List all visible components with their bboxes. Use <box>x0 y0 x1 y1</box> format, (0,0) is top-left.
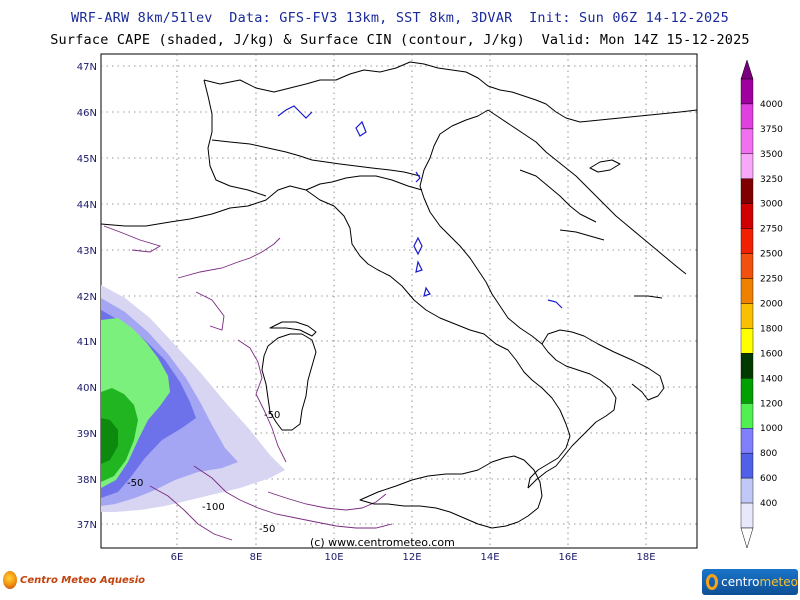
legend-level-label: 1400 <box>760 374 783 384</box>
legend-swatch <box>740 78 754 105</box>
svg-text:37N: 37N <box>77 520 97 531</box>
legend-swatch <box>740 403 754 429</box>
legend-swatch <box>740 103 754 130</box>
svg-text:43N: 43N <box>77 246 97 257</box>
legend-level-label: 600 <box>760 474 777 484</box>
legend-level-label: 1800 <box>760 324 783 334</box>
legend-swatch <box>740 178 754 204</box>
svg-text:44N: 44N <box>77 200 97 211</box>
legend-level-label: 2000 <box>760 300 783 310</box>
legend-swatch <box>740 452 754 479</box>
legend-level-label: 1000 <box>760 424 783 434</box>
legend-level-label: 3500 <box>760 150 783 160</box>
cape-shading <box>101 285 285 512</box>
svg-text:39N: 39N <box>77 429 97 440</box>
legend-level-label: 800 <box>760 449 777 459</box>
svg-text:47N: 47N <box>77 62 97 73</box>
svg-text:14E: 14E <box>480 552 499 563</box>
logo-left: Centro Meteo Aquesio <box>3 571 145 589</box>
latitude-labels: 47N 46N 45N 44N 43N 42N 41N 40N 39N 38N … <box>77 62 97 531</box>
legend-arrow-top <box>740 59 754 80</box>
legend-swatch <box>740 502 754 529</box>
svg-text:41N: 41N <box>77 337 97 348</box>
legend-swatch <box>740 428 754 454</box>
lakes <box>277 105 563 309</box>
legend-level-label: 400 <box>760 499 777 509</box>
cin-contours <box>103 225 393 541</box>
legend-swatch <box>740 128 754 155</box>
cin-label: -50 <box>127 478 143 489</box>
ring-logo-icon <box>706 574 719 590</box>
coastlines-and-borders <box>100 61 698 529</box>
legend-level-label: 2250 <box>760 275 783 285</box>
copyright-text: (c) www.centrometeo.com <box>310 536 455 549</box>
legend-swatch <box>740 477 754 504</box>
legend-swatch <box>740 253 754 279</box>
svg-text:18E: 18E <box>636 552 655 563</box>
svg-text:12E: 12E <box>402 552 421 563</box>
legend-swatch <box>740 203 754 229</box>
svg-text:8E: 8E <box>250 552 263 563</box>
legend-swatch <box>740 278 754 304</box>
header-line-1: WRF-ARW 8km/51lev Data: GFS-FV3 13km, SS… <box>71 10 729 26</box>
svg-text:16E: 16E <box>558 552 577 563</box>
legend-level-label: 4000 <box>760 100 783 110</box>
legend-level-label: 2500 <box>760 250 783 260</box>
svg-text:45N: 45N <box>77 154 97 165</box>
legend-swatch <box>740 153 754 179</box>
logo-left-text: Centro Meteo Aquesio <box>20 574 145 586</box>
logo-right: centrometeo <box>702 569 798 595</box>
legend-level-label: 2750 <box>760 225 783 235</box>
legend-swatch <box>740 353 754 379</box>
legend-swatch <box>740 228 754 254</box>
legend-level-label: 1200 <box>760 399 783 409</box>
legend-level-label: 1600 <box>760 349 783 359</box>
svg-text:38N: 38N <box>77 475 97 486</box>
cin-label: -100 <box>202 502 225 513</box>
svg-text:40N: 40N <box>77 383 97 394</box>
legend-swatch <box>740 378 754 404</box>
legend-swatch <box>740 328 754 354</box>
cape-legend: 4000 3750 3500 3250 3000 2750 2500 2250 2000 1800… <box>740 59 783 549</box>
legend-level-label: 3750 <box>760 125 783 135</box>
sun-logo-icon <box>3 571 17 589</box>
header-line-2: Surface CAPE (shaded, J/kg) & Surface CI… <box>50 32 750 48</box>
svg-text:42N: 42N <box>77 292 97 303</box>
cin-label: -50 <box>259 524 275 535</box>
legend-level-label: 3250 <box>760 175 783 185</box>
logo-right-text: centrometeo <box>721 575 798 589</box>
svg-text:46N: 46N <box>77 108 97 119</box>
legend-level-label: 3000 <box>760 200 783 210</box>
legend-arrow-bottom <box>740 527 754 549</box>
legend-swatch <box>740 303 754 329</box>
longitude-labels: 6E 8E 10E 12E 14E 16E 18E <box>171 552 656 563</box>
svg-text:10E: 10E <box>324 552 343 563</box>
svg-text:6E: 6E <box>171 552 184 563</box>
